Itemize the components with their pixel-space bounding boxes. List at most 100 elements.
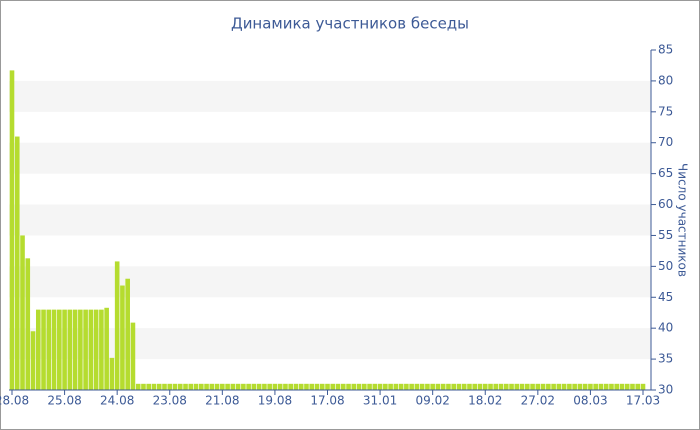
bar [283, 383, 288, 390]
bar [267, 383, 272, 390]
bar [493, 383, 499, 390]
y-tick-label: 35 [658, 352, 673, 366]
bar [519, 383, 525, 390]
bar [372, 383, 378, 390]
bar [588, 383, 593, 390]
bar [572, 383, 577, 390]
bar [72, 309, 78, 390]
bar [556, 383, 562, 390]
x-tick-label: 21.08 [205, 394, 239, 408]
y-tick-label: 40 [658, 321, 673, 335]
bar [325, 383, 330, 390]
bar [293, 383, 299, 390]
x-tick-label: 09.02 [415, 394, 449, 408]
x-tick-label: 17.08 [310, 394, 344, 408]
bar [93, 309, 99, 390]
y-tick-label: 65 [658, 166, 673, 180]
bar [577, 383, 583, 390]
bar [598, 383, 604, 390]
bar [193, 383, 199, 390]
x-tick-label: 17.03 [626, 394, 660, 408]
bar [503, 383, 509, 390]
y-tick-label: 75 [658, 104, 673, 118]
y-tick-label: 30 [658, 383, 673, 397]
bar [235, 383, 241, 390]
bar [624, 383, 630, 390]
bar [488, 383, 493, 390]
bar [335, 383, 341, 390]
y-tick-label: 55 [658, 228, 673, 242]
bar [535, 383, 541, 390]
bar [446, 383, 451, 390]
bar [20, 235, 25, 390]
x-tick-label: 31.01 [363, 394, 397, 408]
bar [156, 383, 162, 390]
bar [309, 383, 315, 390]
bar [298, 383, 304, 390]
bar [582, 383, 588, 390]
bar [57, 309, 62, 390]
bar [78, 309, 83, 390]
y-tick-label: 85 [658, 43, 673, 57]
bar [141, 383, 146, 390]
bar [241, 383, 246, 390]
bar [230, 383, 236, 390]
x-tick-label: 18.02 [468, 394, 502, 408]
bar [88, 309, 94, 390]
bar [383, 383, 388, 390]
grid-band [9, 266, 651, 298]
bar [251, 383, 257, 390]
bar [199, 383, 204, 390]
bar [62, 309, 67, 390]
bar [46, 309, 52, 390]
bar [435, 383, 441, 390]
bar [414, 383, 420, 390]
bar [630, 383, 635, 390]
y-tick-label: 45 [658, 290, 673, 304]
bar [425, 383, 430, 390]
x-tick-label: 23.08 [153, 394, 187, 408]
bar [430, 383, 435, 390]
bar [356, 383, 362, 390]
bar [456, 383, 462, 390]
x-tick-label: 08.03 [573, 394, 607, 408]
bar [614, 383, 620, 390]
bar [177, 383, 183, 390]
bar [451, 383, 456, 390]
bar [125, 278, 130, 390]
bar [640, 383, 646, 390]
y-tick-label: 70 [658, 135, 673, 149]
bar [214, 383, 220, 390]
bar [367, 383, 372, 390]
bar [104, 307, 109, 390]
bar [409, 383, 414, 390]
bar [546, 383, 551, 390]
bar [440, 383, 446, 390]
bar [109, 357, 115, 390]
bar [404, 383, 409, 390]
bar [461, 383, 467, 390]
y-axis-title: Число участников [676, 163, 690, 277]
bar [114, 261, 120, 390]
bar [593, 383, 598, 390]
bar [288, 383, 293, 390]
y-tick-label: 60 [658, 197, 673, 211]
bar [25, 258, 31, 390]
bar [314, 383, 320, 390]
bar [609, 383, 614, 390]
bar [304, 383, 309, 390]
bar [41, 309, 46, 390]
grid-band [9, 142, 651, 174]
bar [162, 383, 167, 390]
x-tick-label: 28.08 [0, 394, 29, 408]
bar [246, 383, 251, 390]
bar [14, 136, 20, 390]
x-tick-label: 27.02 [521, 394, 555, 408]
bar [603, 383, 609, 390]
bar [472, 383, 478, 390]
bar [272, 383, 278, 390]
bar [509, 383, 514, 390]
bar [35, 309, 41, 390]
y-tick-label: 50 [658, 259, 673, 273]
